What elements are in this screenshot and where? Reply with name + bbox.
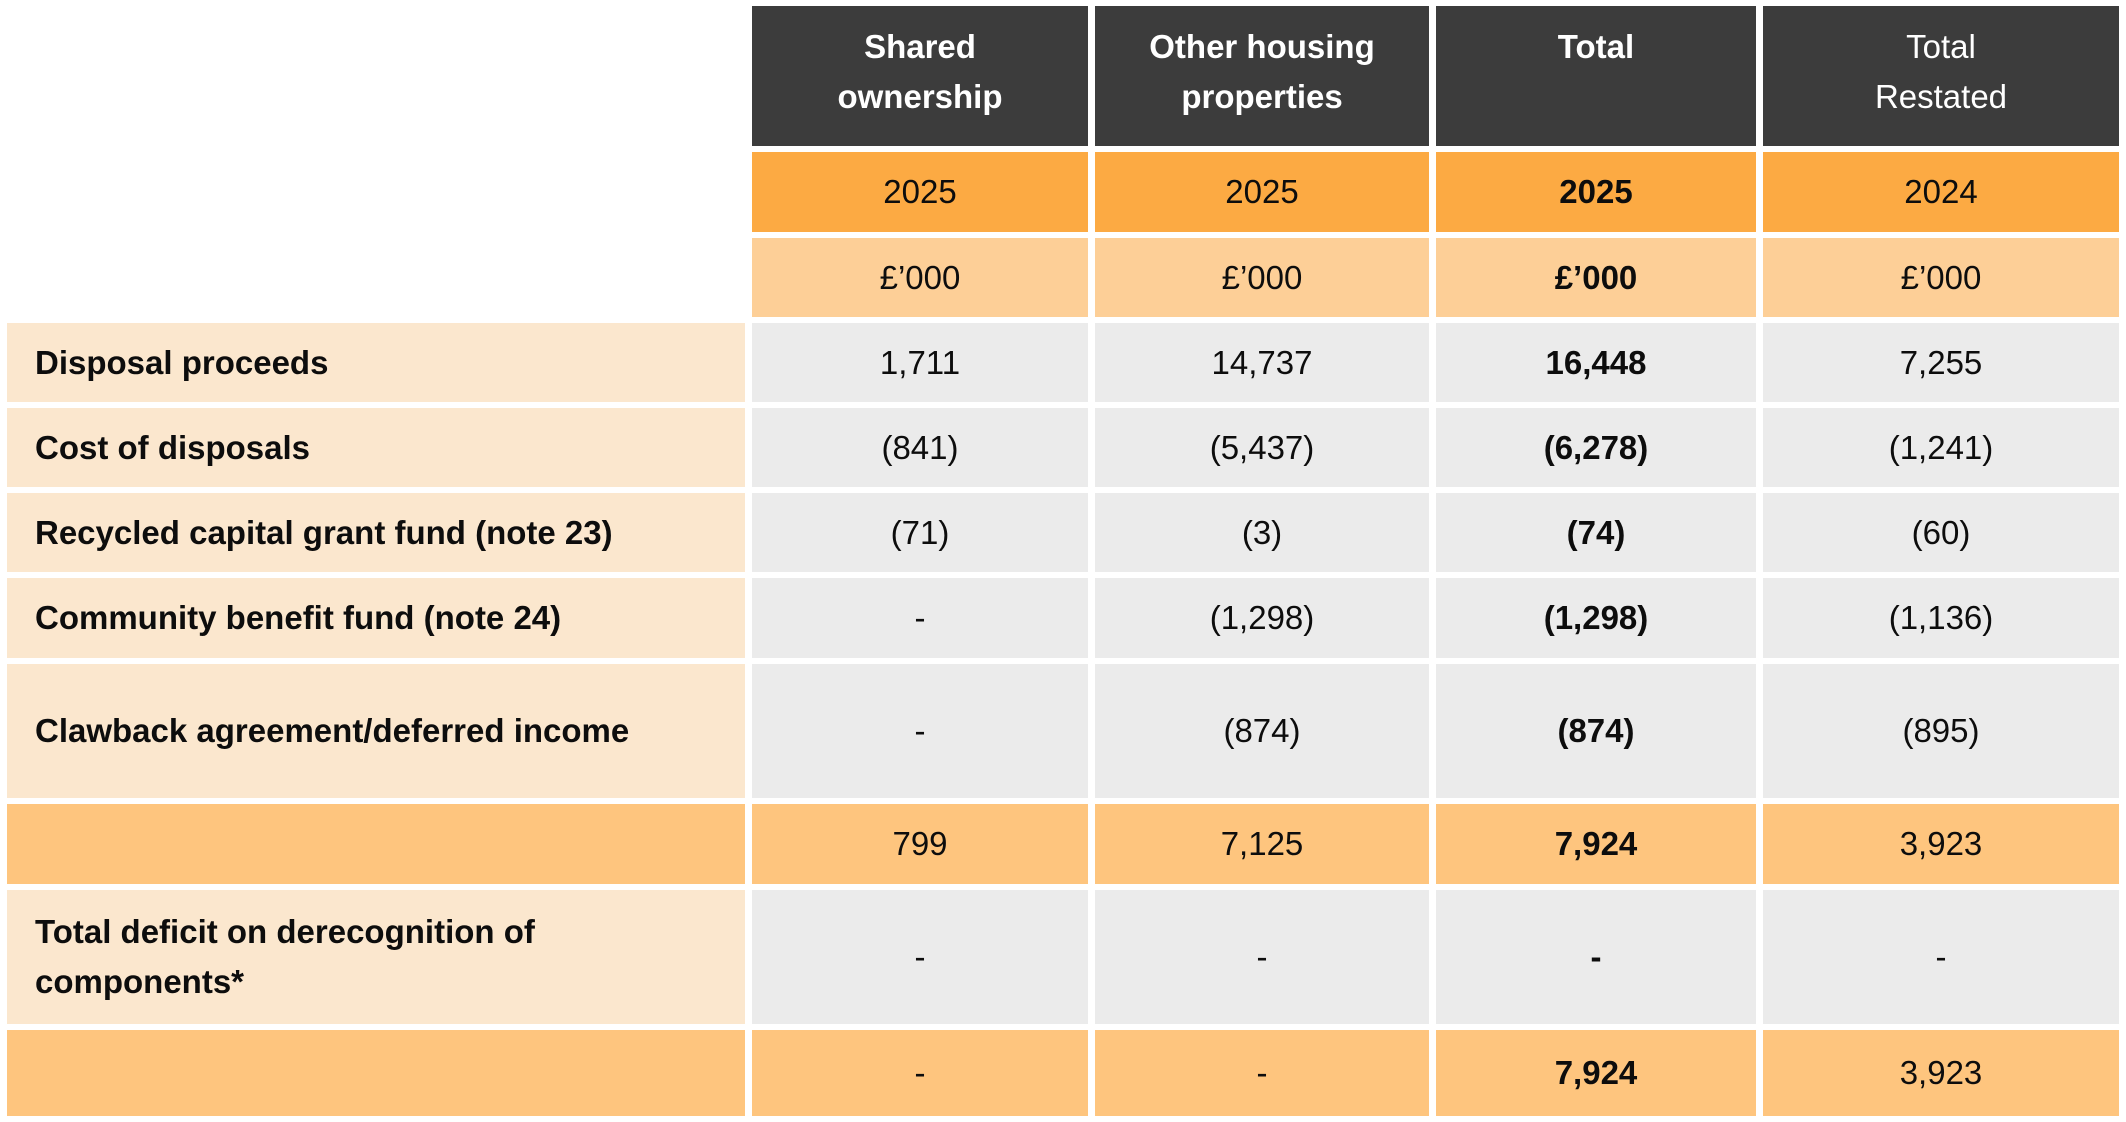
cell-value: - — [752, 578, 1088, 658]
cell-value-total: (874) — [1436, 664, 1756, 798]
table-header-row: Shared ownership Other housing propertie… — [7, 6, 2119, 146]
cell-value: (841) — [752, 408, 1088, 487]
column-header-label: Shared ownership — [837, 28, 1003, 115]
row-label: Total deficit on derecognition of compon… — [7, 890, 745, 1024]
table-row-disposal-proceeds: Disposal proceeds 1,711 14,737 16,448 7,… — [7, 323, 2119, 402]
column-header-other-housing: Other housing properties — [1095, 6, 1429, 146]
column-header-label: Total — [1557, 28, 1635, 65]
cell-value: 3,923 — [1763, 804, 2119, 884]
cell-value-total: (6,278) — [1436, 408, 1756, 487]
table-row-grand-total: - - 7,924 3,923 — [7, 1030, 2119, 1116]
cell-value: 3,923 — [1763, 1030, 2119, 1116]
cell-value: (60) — [1763, 493, 2119, 572]
row-label: Cost of disposals — [7, 408, 745, 487]
cell-value: (5,437) — [1095, 408, 1429, 487]
units-row-spacer — [7, 238, 745, 317]
table-row-community-benefit-fund: Community benefit fund (note 24) - (1,29… — [7, 578, 2119, 658]
column-header-shared-ownership: Shared ownership — [752, 6, 1088, 146]
row-label: Disposal proceeds — [7, 323, 745, 402]
year-cell: 2025 — [1095, 152, 1429, 232]
cell-value: - — [752, 1030, 1088, 1116]
cell-value: - — [752, 664, 1088, 798]
row-label: Recycled capital grant fund (note 23) — [7, 493, 745, 572]
cell-value-total: 16,448 — [1436, 323, 1756, 402]
table-row-total-deficit-derecognition: Total deficit on derecognition of compon… — [7, 890, 2119, 1024]
subtotal-row-spacer — [7, 804, 745, 884]
table-row-recycled-capital-grant-fund: Recycled capital grant fund (note 23) (7… — [7, 493, 2119, 572]
column-header-label: Other housing properties — [1149, 28, 1375, 115]
cell-value-total: (74) — [1436, 493, 1756, 572]
cell-value: - — [1095, 1030, 1429, 1116]
unit-cell: £’000 — [1763, 238, 2119, 317]
row-label: Community benefit fund (note 24) — [7, 578, 745, 658]
unit-cell: £’000 — [1095, 238, 1429, 317]
units-row: £’000 £’000 £’000 £’000 — [7, 238, 2119, 317]
year-cell-total: 2025 — [1436, 152, 1756, 232]
table-row-clawback-agreement: Clawback agreement/deferred income - (87… — [7, 664, 2119, 798]
cell-value: 7,255 — [1763, 323, 2119, 402]
cell-value-total: - — [1436, 890, 1756, 1024]
unit-cell-total: £’000 — [1436, 238, 1756, 317]
cell-value: 1,711 — [752, 323, 1088, 402]
unit-cell: £’000 — [752, 238, 1088, 317]
column-header-label: Total Restated — [1874, 28, 2008, 115]
cell-value-total: 7,924 — [1436, 804, 1756, 884]
cell-value: (1,241) — [1763, 408, 2119, 487]
cell-value: (1,298) — [1095, 578, 1429, 658]
year-row-spacer — [7, 152, 745, 232]
header-spacer — [7, 6, 745, 146]
cell-value: (71) — [752, 493, 1088, 572]
year-cell: 2024 — [1763, 152, 2119, 232]
cell-value: (1,136) — [1763, 578, 2119, 658]
cell-value: 14,737 — [1095, 323, 1429, 402]
cell-value: 799 — [752, 804, 1088, 884]
cell-value: - — [1095, 890, 1429, 1024]
year-row: 2025 2025 2025 2024 — [7, 152, 2119, 232]
cell-value: 7,125 — [1095, 804, 1429, 884]
cell-value: (3) — [1095, 493, 1429, 572]
column-header-total: Total — [1436, 6, 1756, 146]
year-cell: 2025 — [752, 152, 1088, 232]
column-header-total-restated: Total Restated — [1763, 6, 2119, 146]
cell-value-total: 7,924 — [1436, 1030, 1756, 1116]
cell-value: (874) — [1095, 664, 1429, 798]
cell-value-total: (1,298) — [1436, 578, 1756, 658]
cell-value: (895) — [1763, 664, 2119, 798]
row-label: Clawback agreement/deferred income — [7, 664, 745, 798]
cell-value: - — [1763, 890, 2119, 1024]
table-row-subtotal: 799 7,125 7,924 3,923 — [7, 804, 2119, 884]
table-row-cost-of-disposals: Cost of disposals (841) (5,437) (6,278) … — [7, 408, 2119, 487]
grand-total-row-spacer — [7, 1030, 745, 1116]
cell-value: - — [752, 890, 1088, 1024]
